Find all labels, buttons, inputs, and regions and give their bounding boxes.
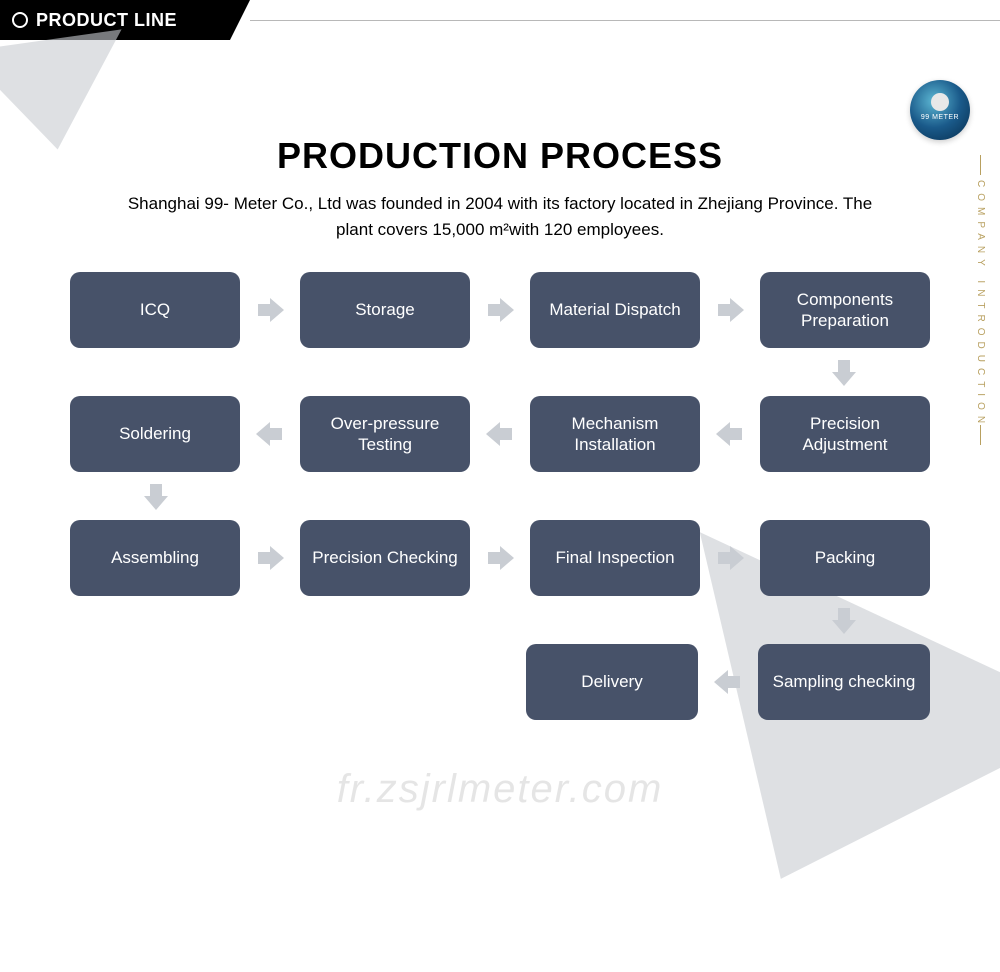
flow-box-overpressure: Over-pressure Testing bbox=[300, 396, 470, 472]
arrow-left-icon bbox=[712, 666, 744, 698]
flow-box-storage: Storage bbox=[300, 272, 470, 348]
side-label: COMPANY INTRODUCTION bbox=[975, 180, 986, 429]
flow-row-2: Soldering Over-pressure Testing Mechanis… bbox=[70, 396, 930, 472]
arrow-right-icon bbox=[714, 294, 746, 326]
side-accent-line bbox=[980, 425, 981, 445]
flow-box-delivery: Delivery bbox=[526, 644, 698, 720]
arrow-left-icon bbox=[254, 418, 286, 450]
arrow-right-icon bbox=[484, 294, 516, 326]
decor-triangle-left bbox=[0, 29, 137, 160]
flow-row-4: Delivery Sampling checking bbox=[70, 644, 930, 720]
header-divider bbox=[250, 20, 1000, 21]
header-label: PRODUCT LINE bbox=[36, 10, 177, 31]
logo-text: 99 METER bbox=[921, 114, 959, 121]
arrow-right-icon bbox=[484, 542, 516, 574]
flow-box-sampling: Sampling checking bbox=[758, 644, 930, 720]
flow-box-icq: ICQ bbox=[70, 272, 240, 348]
flow-box-components-prep: Components Preparation bbox=[760, 272, 930, 348]
flow-box-final-inspection: Final Inspection bbox=[530, 520, 700, 596]
arrow-down-icon bbox=[828, 356, 860, 388]
arrow-right-icon bbox=[254, 294, 286, 326]
flow-box-precision-chk: Precision Checking bbox=[300, 520, 470, 596]
arrow-left-icon bbox=[484, 418, 516, 450]
flow-box-mechanism: Mechanism Installation bbox=[530, 396, 700, 472]
logo-icon bbox=[931, 93, 949, 111]
flow-connector-down bbox=[70, 604, 930, 636]
flow-box-precision-adj: Precision Adjustment bbox=[760, 396, 930, 472]
header-bar: PRODUCT LINE bbox=[0, 0, 250, 40]
flow-connector-down bbox=[70, 356, 930, 388]
flow-box-assembling: Assembling bbox=[70, 520, 240, 596]
flowchart: ICQ Storage Material Dispatch Components… bbox=[70, 272, 930, 720]
flow-box-material-dispatch: Material Dispatch bbox=[530, 272, 700, 348]
page-title: PRODUCTION PROCESS bbox=[0, 135, 1000, 177]
flow-row-3: Assembling Precision Checking Final Insp… bbox=[70, 520, 930, 596]
arrow-right-icon bbox=[254, 542, 286, 574]
arrow-left-icon bbox=[714, 418, 746, 450]
arrow-down-icon bbox=[828, 604, 860, 636]
flow-box-soldering: Soldering bbox=[70, 396, 240, 472]
side-accent-line bbox=[980, 155, 981, 175]
company-logo: 99 METER bbox=[910, 80, 970, 140]
flow-row-1: ICQ Storage Material Dispatch Components… bbox=[70, 272, 930, 348]
arrow-down-icon bbox=[140, 480, 172, 512]
flow-connector-down bbox=[70, 480, 930, 512]
flow-box-packing: Packing bbox=[760, 520, 930, 596]
page-subtitle: Shanghai 99- Meter Co., Ltd was founded … bbox=[120, 191, 880, 242]
arrow-right-icon bbox=[714, 542, 746, 574]
